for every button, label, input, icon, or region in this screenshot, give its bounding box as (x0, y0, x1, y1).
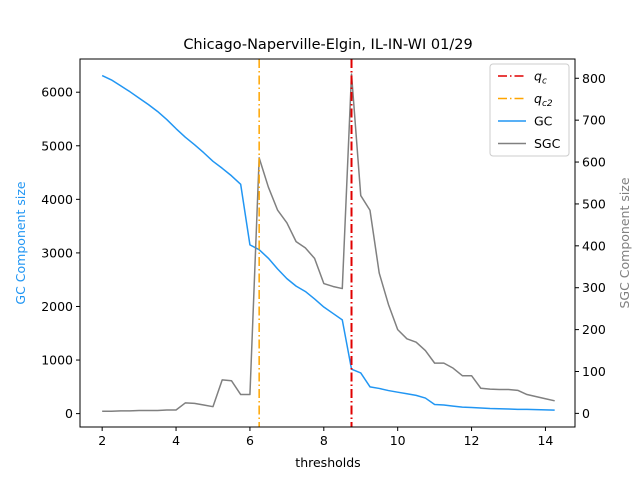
y-right-tick-label: 500 (582, 196, 606, 211)
x-tick-label: 2 (98, 433, 106, 448)
x-axis-label: thresholds (295, 455, 360, 470)
x-tick-label: 12 (464, 433, 480, 448)
y-right-tick-label: 300 (582, 280, 606, 295)
x-tick-label: 10 (390, 433, 406, 448)
x-tick-label: 14 (537, 433, 553, 448)
y-right-tick-label: 0 (582, 406, 590, 421)
plot-frame (79, 58, 576, 428)
axes: 2 4 6 8 10 12 14 0 1000 2000 3000 4000 5000 6000 0 100 2… (41, 58, 606, 448)
legend-label-qc: qc (534, 69, 547, 87)
y-right-tick-label: 700 (582, 113, 606, 128)
y-left-tick-label: 0 (65, 406, 73, 421)
x-tick-label: 4 (172, 433, 180, 448)
plot-area (101, 59, 555, 427)
y-right-tick-label: 600 (582, 155, 606, 170)
y-right-tick-label: 800 (582, 71, 606, 86)
legend: qc qc2 GC SGC (489, 63, 570, 157)
y-right-tick-label: 400 (582, 238, 606, 253)
y-left-tick-label: 4000 (41, 192, 73, 207)
series-line-gc (101, 74, 555, 411)
y-right-tick-label: 100 (582, 364, 606, 379)
y-axis-left-label: GC Component size (13, 181, 28, 304)
legend-box (489, 63, 570, 157)
y-right-tick-label: 200 (582, 322, 606, 337)
y-left-tick-label: 6000 (41, 85, 73, 100)
y-axis-right-label: SGC Component size (617, 177, 632, 308)
y-left-tick-label: 2000 (41, 299, 73, 314)
legend-label-gc: GC (534, 114, 553, 129)
x-tick-label: 8 (320, 433, 328, 448)
series-line-sgc (102, 73, 555, 413)
x-tick-label: 6 (246, 433, 254, 448)
y-left-tick-label: 1000 (41, 353, 73, 368)
legend-label-qc2: qc2 (534, 91, 553, 109)
legend-label-sgc: SGC (534, 136, 561, 151)
y-left-tick-label: 3000 (41, 245, 73, 260)
chart-title: Chicago-Naperville-Elgin, IL-IN-WI 01/29 (183, 37, 472, 53)
y-left-tick-label: 5000 (41, 138, 73, 153)
